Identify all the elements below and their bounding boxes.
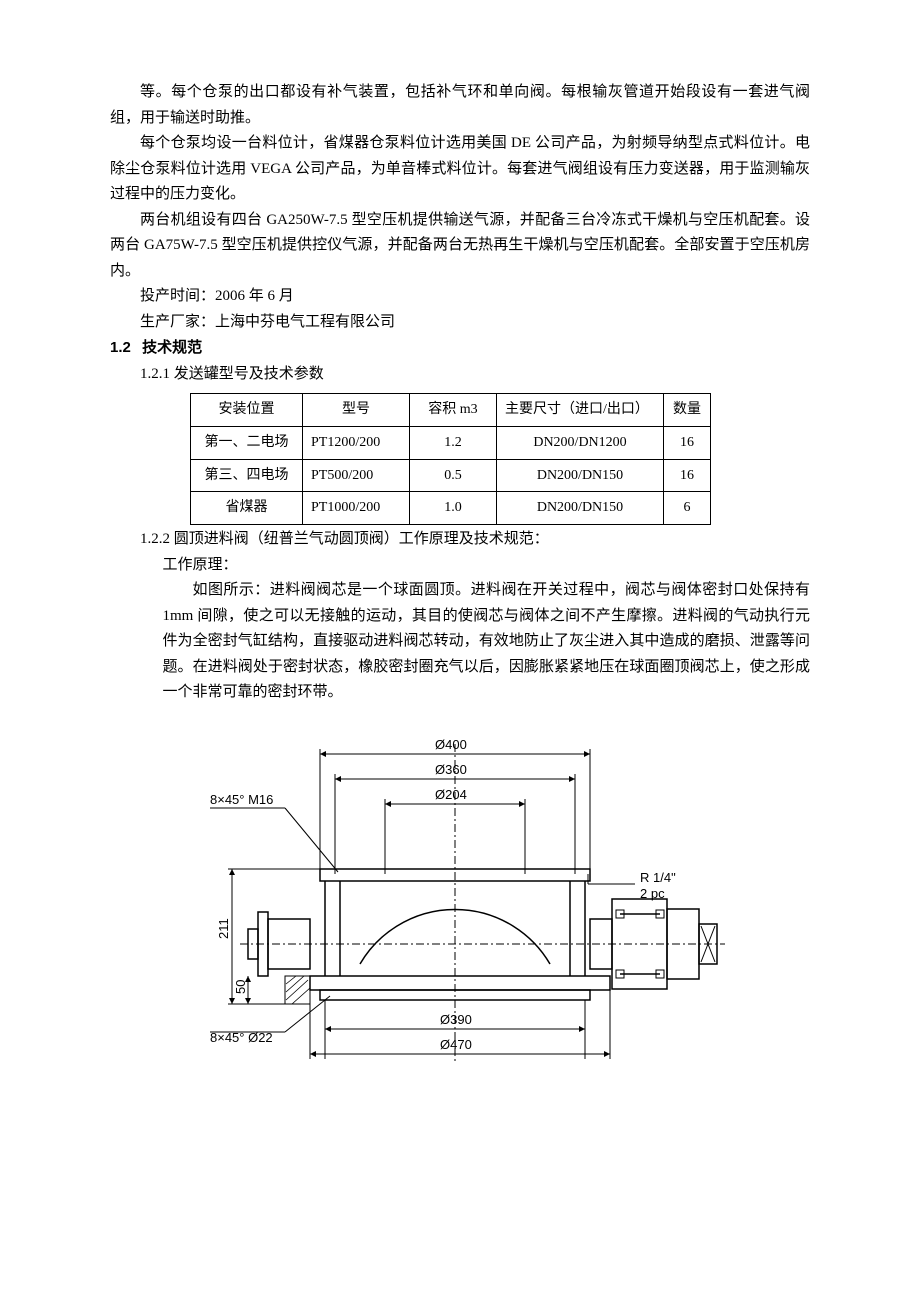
td: DN200/DN1200 [497, 426, 664, 459]
working-principle-label: 工作原理： [163, 553, 811, 579]
th-volume: 容积 m3 [410, 394, 497, 427]
dim-d360: Ø360 [435, 762, 467, 777]
table-row: 第三、四电场 PT500/200 0.5 DN200/DN150 16 [191, 459, 711, 492]
subsection-1: 1.2.1 发送罐型号及技术参数 [110, 362, 810, 388]
th-position: 安装位置 [191, 394, 303, 427]
td: 16 [664, 426, 711, 459]
dim-d204: Ø204 [435, 787, 467, 802]
td: 省煤器 [191, 492, 303, 525]
spec-table: 安装位置 型号 容积 m3 主要尺寸（进口/出口） 数量 第一、二电场 PT12… [190, 393, 711, 525]
table-row: 第一、二电场 PT1200/200 1.2 DN200/DN1200 16 [191, 426, 711, 459]
td: PT1200/200 [303, 426, 410, 459]
td: PT1000/200 [303, 492, 410, 525]
td: 1.0 [410, 492, 497, 525]
th-qty: 数量 [664, 394, 711, 427]
dim-d470: Ø470 [440, 1037, 472, 1052]
dim-d400: Ø400 [435, 737, 467, 752]
td: 第三、四电场 [191, 459, 303, 492]
td: 0.5 [410, 459, 497, 492]
section-number: 1.2 [110, 339, 131, 356]
label-m16: 8×45° M16 [210, 792, 273, 807]
dim-211: 211 [216, 918, 231, 939]
dim-d390: Ø390 [440, 1012, 472, 1027]
paragraph-3: 两台机组设有四台 GA250W-7.5 型空压机提供输送气源，并配备三台冷冻式干… [110, 208, 810, 285]
dim-50: 50 [233, 979, 248, 993]
table-row: 省煤器 PT1000/200 1.0 DN200/DN150 6 [191, 492, 711, 525]
td: DN200/DN150 [497, 459, 664, 492]
td: PT500/200 [303, 459, 410, 492]
label-r14: R 1/4" [640, 870, 676, 885]
td: 16 [664, 459, 711, 492]
td: 1.2 [410, 426, 497, 459]
subsection-2: 1.2.2 圆顶进料阀（纽普兰气动圆顶阀）工作原理及技术规范： [110, 527, 810, 553]
label-2pc: 2 pc [640, 886, 665, 901]
working-principle-text: 如图所示：进料阀阀芯是一个球面圆顶。进料阀在开关过程中，阀芯与阀体密封口处保持有… [163, 578, 811, 706]
paragraph-2: 每个仓泵均设一台料位计，省煤器仓泵料位计选用美国 DE 公司产品，为射频导纳型点… [110, 131, 810, 208]
table-header-row: 安装位置 型号 容积 m3 主要尺寸（进口/出口） 数量 [191, 394, 711, 427]
section-title: 技术规范 [142, 339, 202, 356]
td: 6 [664, 492, 711, 525]
section-heading: 1.2 技术规范 [110, 335, 810, 362]
td: DN200/DN150 [497, 492, 664, 525]
th-model: 型号 [303, 394, 410, 427]
paragraph-1: 等。每个仓泵的出口都设有补气装置，包括补气环和单向阀。每根输灰管道开始段设有一套… [110, 80, 810, 131]
th-size: 主要尺寸（进口/出口） [497, 394, 664, 427]
valve-diagram: Ø400 Ø360 Ø204 8×45° M16 R [190, 724, 810, 1074]
td: 第一、二电场 [191, 426, 303, 459]
paragraph-5: 生产厂家：上海中芬电气工程有限公司 [110, 310, 810, 336]
paragraph-4: 投产时间：2006 年 6 月 [110, 284, 810, 310]
